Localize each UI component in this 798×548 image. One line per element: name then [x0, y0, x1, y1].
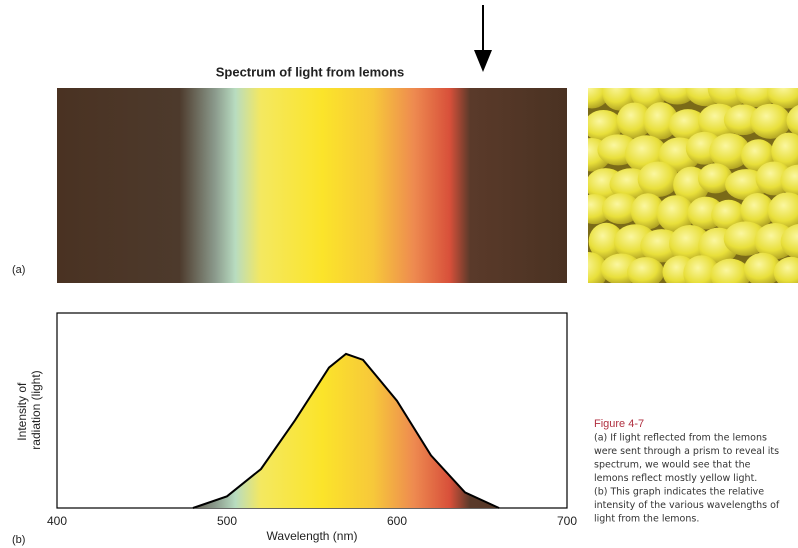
caption-line: intensity of the various wavelengths of — [594, 500, 780, 511]
lemon-photo — [588, 88, 798, 283]
x-tick-label: 600 — [387, 514, 407, 528]
y-axis-label-line: Intensity of — [15, 382, 29, 441]
caption-line: (b) This graph indicates the relative — [594, 487, 764, 498]
lemon — [780, 223, 798, 260]
lemon — [786, 105, 798, 137]
x-axis-label: Wavelength (nm) — [267, 529, 358, 543]
lemon — [601, 193, 641, 225]
lemon — [773, 256, 798, 283]
lemon — [697, 163, 733, 194]
lemon — [771, 132, 798, 171]
lemon — [749, 103, 791, 139]
lemon — [588, 109, 623, 142]
caption-line: were sent through a prism to reveal its — [594, 446, 779, 457]
lemon — [656, 195, 695, 233]
lemon — [767, 88, 798, 109]
lemon — [740, 193, 775, 228]
lemon — [780, 164, 798, 198]
intensity-curve — [193, 353, 499, 508]
caption-line: light from the lemons. — [594, 514, 699, 525]
spectrum-title: Spectrum of light from lemons — [216, 64, 405, 79]
panel-label: (b) — [12, 534, 25, 546]
lemon — [710, 258, 751, 283]
caption-title: Figure 4-7 — [594, 418, 644, 430]
y-axis-label: Intensity of radiation (light) — [15, 370, 43, 449]
y-axis-label-line: radiation (light) — [29, 370, 43, 449]
caption-line: lemons reflect mostly yellow light. — [594, 473, 757, 484]
spectrum-band — [57, 88, 567, 283]
x-tick-label: 500 — [217, 514, 237, 528]
lemon — [709, 133, 751, 170]
lemon — [616, 102, 653, 139]
arrow-head — [474, 50, 492, 72]
lemon — [627, 257, 665, 283]
panel-label: (a) — [12, 264, 25, 276]
lemon — [743, 252, 782, 283]
x-tick-label: 700 — [557, 514, 577, 528]
lemon — [767, 192, 798, 230]
intensity-line — [192, 352, 500, 509]
lemon — [643, 102, 679, 140]
caption-line: spectrum, we would see that the — [594, 460, 751, 471]
lemon — [630, 193, 665, 230]
lemon — [588, 222, 624, 260]
x-tick-label: 400 — [47, 514, 67, 528]
lemon — [637, 161, 679, 198]
caption-line: (a) If light reflected from the lemons — [594, 433, 767, 444]
